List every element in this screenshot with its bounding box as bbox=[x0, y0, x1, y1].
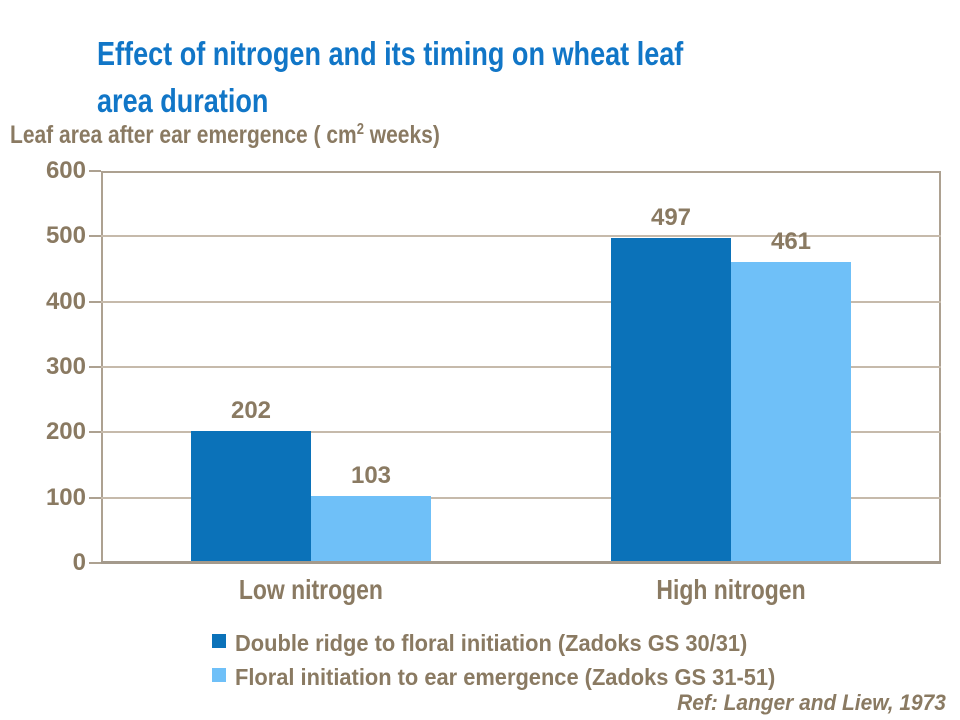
legend-label: Floral initiation to ear emergence (Zado… bbox=[235, 664, 776, 690]
bar-series-1-high-nitrogen bbox=[611, 238, 731, 561]
y-tick-label: 0 bbox=[72, 549, 86, 576]
legend-swatch bbox=[212, 634, 226, 648]
gridline bbox=[101, 366, 941, 368]
y-tick-label: 200 bbox=[45, 418, 86, 446]
slide-title-line-2: area duration bbox=[97, 82, 269, 119]
y-axis-title-prefix: Leaf area after ear emergence ( cm bbox=[10, 121, 357, 149]
legend-swatch bbox=[212, 668, 226, 682]
legend: Double ridge to floral initiation (Zadok… bbox=[212, 629, 804, 697]
x-category-label-text: High nitrogen bbox=[656, 574, 806, 605]
y-tick-label: 300 bbox=[45, 353, 86, 380]
y-tick-label: 500 bbox=[45, 222, 86, 250]
cm-squared-superscript: 2 bbox=[356, 121, 364, 139]
gridline bbox=[101, 300, 941, 303]
legend-label: Double ridge to floral initiation (Zadok… bbox=[235, 630, 748, 656]
bar-value-label: 497 bbox=[650, 204, 692, 232]
gridline bbox=[101, 235, 941, 238]
slide-title-line-1: Effect of nitrogen and its timing on whe… bbox=[97, 35, 684, 72]
slide-title: Effect of nitrogen and its timing on whe… bbox=[97, 30, 812, 124]
legend-row: Double ridge to floral initiation (Zadok… bbox=[212, 629, 804, 657]
x-axis-line bbox=[101, 561, 941, 564]
y-axis-title-suffix: weeks) bbox=[363, 121, 440, 149]
bar-series-2-low-nitrogen bbox=[311, 495, 431, 561]
bar-series-2-high-nitrogen bbox=[731, 261, 851, 561]
gridline bbox=[101, 431, 941, 434]
y-tick-mark bbox=[89, 562, 101, 564]
bar-value-label: 202 bbox=[230, 397, 272, 425]
y-tick-mark bbox=[89, 235, 101, 238]
plot-top-border bbox=[101, 171, 941, 173]
x-category-label: Low nitrogen bbox=[101, 573, 521, 607]
bar-value-label: 103 bbox=[350, 461, 392, 489]
y-tick-label: 600 bbox=[45, 157, 86, 184]
reference-citation-text: Ref: Langer and Liew, 1973 bbox=[677, 690, 946, 715]
legend-row: Floral initiation to ear emergence (Zado… bbox=[212, 663, 804, 691]
bar-value-label: 461 bbox=[770, 227, 812, 255]
y-tick-mark bbox=[89, 366, 101, 368]
gridline bbox=[101, 496, 941, 499]
y-tick-label: 400 bbox=[45, 287, 86, 315]
y-tick-label: 100 bbox=[45, 483, 86, 511]
reference-citation: Ref: Langer and Liew, 1973 bbox=[663, 690, 946, 716]
y-tick-mark bbox=[89, 300, 101, 303]
bar-series-1-low-nitrogen bbox=[191, 431, 311, 561]
y-axis-title: Leaf area after ear emergence ( cm2 week… bbox=[10, 121, 440, 150]
x-category-label-text: Low nitrogen bbox=[238, 574, 384, 605]
plot-area bbox=[101, 171, 941, 564]
y-tick-mark bbox=[89, 170, 101, 172]
y-tick-mark bbox=[89, 496, 101, 499]
x-category-label: High nitrogen bbox=[521, 573, 941, 607]
y-tick-mark bbox=[89, 431, 101, 434]
